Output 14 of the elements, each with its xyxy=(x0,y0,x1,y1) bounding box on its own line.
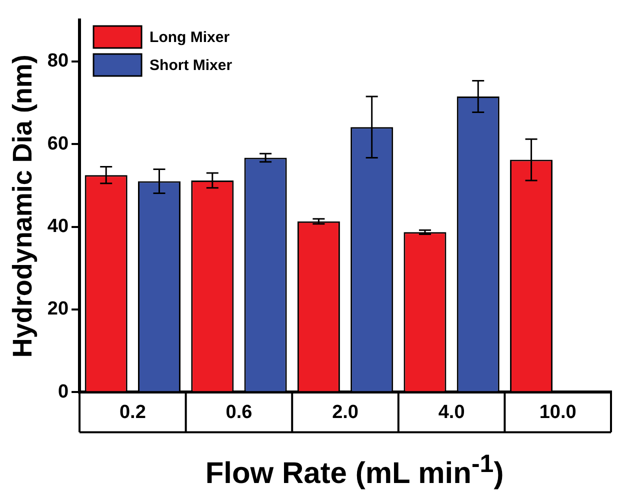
legend-label: Short Mixer xyxy=(150,57,232,74)
y-tick-label: 60 xyxy=(47,133,69,154)
legend-label: Long Mixer xyxy=(150,29,230,46)
x-tick-label: 4.0 xyxy=(438,402,465,423)
x-tick-label: 0.6 xyxy=(226,402,252,423)
y-tick-label: 80 xyxy=(47,50,69,72)
y-tick-label: 40 xyxy=(47,216,69,238)
y-tick-label: 20 xyxy=(47,298,69,320)
x-axis-title: Flow Rate (mL min$^{-1}$) xyxy=(204,450,505,491)
y-tick-label: 0 xyxy=(58,381,69,402)
y-axis-title: Hydrodynamic Dia (nm) xyxy=(8,54,38,358)
x-tick-label: 0.2 xyxy=(119,402,146,423)
x-tick-label: 10.0 xyxy=(539,402,576,423)
x-tick-label: 2.0 xyxy=(332,402,358,423)
